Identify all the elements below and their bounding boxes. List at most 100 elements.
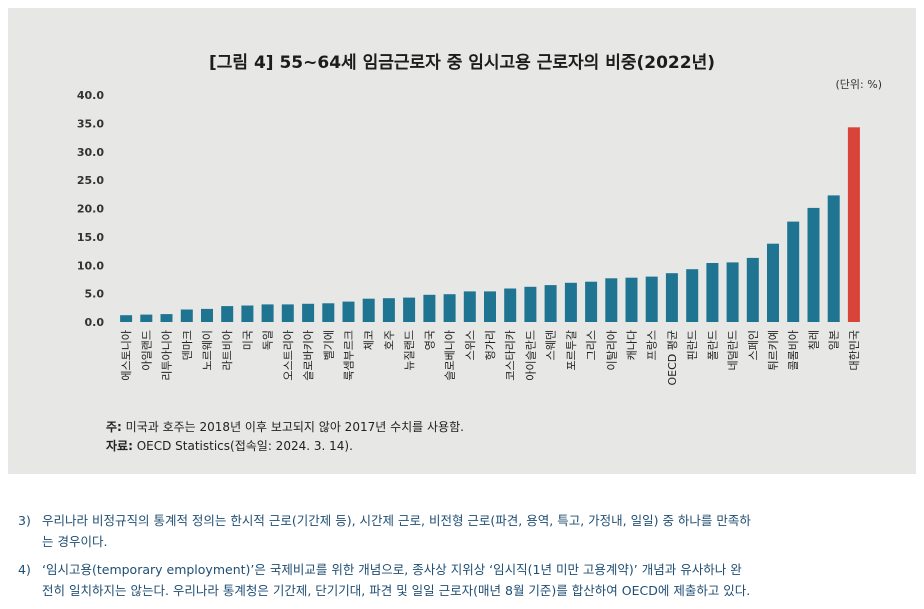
- chart-title: [그림 4] 55~64세 임금근로자 중 임시고용 근로자의 비중(2022년…: [208, 53, 715, 73]
- x-tick-label: 영국: [423, 330, 436, 350]
- y-tick-label: 30.0: [77, 146, 104, 159]
- x-tick-label: 뉴질랜드: [403, 330, 416, 370]
- footnote: 4) ‘임시고용(temporary employment)’은 국제비교를 위…: [18, 559, 778, 601]
- bar: [564, 282, 577, 322]
- x-tick-label: 스위스: [464, 330, 477, 360]
- bar: [160, 314, 173, 322]
- bar: [221, 306, 234, 322]
- bar: [625, 277, 638, 322]
- bar: [504, 288, 517, 322]
- bar: [807, 207, 820, 322]
- source-lead: 자료:: [106, 439, 133, 453]
- figure-panel: [그림 4] 55~64세 임금근로자 중 임시고용 근로자의 비중(2022년…: [8, 8, 916, 474]
- y-axis: 0.0 5.0 10.0 15.0 20.0 25.0 30.0 35.0 40.0: [77, 89, 104, 329]
- footnote-line: 는 경우이다.: [42, 534, 108, 549]
- bar: [665, 273, 678, 322]
- footnote-number: 3): [18, 513, 31, 528]
- x-tick-label: 슬로바키아: [302, 330, 315, 381]
- x-tick-label: 스페인: [747, 330, 760, 360]
- bar-highlighted: [847, 127, 860, 322]
- footnote-line: 전히 일치하지는 않는다. 우리나라 통계청은 기간제, 단기기대, 파견 및 …: [42, 583, 751, 598]
- x-tick-label: 콜롬비아: [787, 330, 800, 370]
- unit-label: (단위: %): [835, 78, 882, 91]
- note-line: 주: 미국과 호주는 2018년 이후 보고되지 않아 2017년 수치를 사용…: [106, 418, 464, 437]
- x-tick-label: OECD 평균: [666, 330, 679, 386]
- footnote-number: 4): [18, 562, 31, 577]
- source-line: 자료: OECD Statistics(접속일: 2024. 3. 14).: [106, 437, 464, 456]
- x-tick-label: 포르투갈: [564, 330, 578, 370]
- bar: [382, 298, 395, 322]
- x-tick-label: 룩셈부르크: [343, 330, 356, 381]
- y-tick-label: 40.0: [77, 89, 104, 102]
- bar: [322, 303, 335, 322]
- bar: [403, 297, 416, 322]
- x-tick-label: 리투아니아: [161, 330, 174, 381]
- bar: [746, 257, 759, 322]
- bar: [120, 315, 133, 322]
- footnotes: 3) 우리나라 비정규직의 통계적 정의는 한시적 근로(기간제 등), 시간제…: [18, 510, 778, 608]
- bar: [605, 278, 618, 322]
- x-tick-label: 아일랜드: [139, 330, 153, 370]
- bar: [726, 262, 739, 322]
- x-tick-label: 칠레: [808, 330, 821, 350]
- bar: [180, 309, 193, 322]
- source-text: OECD Statistics(접속일: 2024. 3. 14).: [132, 439, 353, 453]
- x-tick-label: 체코: [363, 330, 376, 350]
- bar: [787, 221, 800, 322]
- bar-series: [120, 127, 860, 322]
- y-tick-label: 0.0: [85, 316, 105, 329]
- bar: [767, 243, 779, 322]
- bar: [281, 304, 294, 322]
- note-lead: 주:: [106, 420, 122, 434]
- footnote: 3) 우리나라 비정규직의 통계적 정의는 한시적 근로(기간제 등), 시간제…: [18, 510, 778, 552]
- figure-notes: 주: 미국과 호주는 2018년 이후 보고되지 않아 2017년 수치를 사용…: [106, 418, 464, 456]
- bar: [140, 314, 153, 322]
- x-tick-label: 에스토니아: [120, 330, 133, 381]
- bar: [443, 294, 456, 322]
- x-tick-label: 미국: [241, 330, 254, 350]
- x-tick-label: 일본: [827, 330, 841, 350]
- x-tick-label: 노르웨이: [201, 330, 214, 370]
- x-tick-label: 스웨덴: [545, 330, 558, 360]
- x-tick-label: 오스트리아: [282, 330, 295, 381]
- y-tick-label: 35.0: [77, 117, 104, 130]
- bar: [645, 276, 658, 322]
- y-tick-label: 5.0: [85, 288, 105, 301]
- bar: [302, 303, 315, 322]
- bar: [201, 308, 213, 322]
- bar: [544, 285, 557, 322]
- bar: [261, 304, 274, 322]
- x-tick-label: 캐나다: [626, 330, 639, 360]
- footnote-line: ‘임시고용(temporary employment)’은 국제비교를 위한 개…: [42, 562, 742, 577]
- note-text: 미국과 호주는 2018년 이후 보고되지 않아 2017년 수치를 사용함.: [121, 420, 464, 434]
- x-tick-label: 독일: [261, 330, 275, 350]
- x-tick-label: 그리스: [585, 330, 598, 360]
- bar: [423, 294, 436, 322]
- x-tick-label: 이탈리아: [605, 330, 618, 370]
- x-tick-label: 튀르키예: [767, 330, 780, 370]
- bar: [524, 286, 537, 322]
- bar: [706, 263, 719, 322]
- x-tick-label: 헝가리: [484, 330, 497, 360]
- x-tick-label: 네덜란드: [727, 330, 740, 370]
- bar-chart: 0.0 5.0 10.0 15.0 20.0 25.0 30.0 35.0 40.0 에스토니아…: [77, 89, 861, 386]
- x-tick-label: 대한민국: [848, 330, 861, 370]
- x-tick-label: 호주: [383, 330, 396, 350]
- x-tick-label: 덴마크: [181, 330, 194, 360]
- y-tick-label: 15.0: [77, 231, 104, 244]
- x-tick-label: 아이슬란드: [524, 330, 537, 381]
- y-tick-label: 20.0: [77, 203, 104, 216]
- y-tick-label: 10.0: [77, 259, 104, 272]
- x-tick-label: 폴란드: [706, 330, 719, 360]
- y-tick-label: 25.0: [77, 174, 104, 187]
- x-tick-label: 코스타리카: [504, 330, 517, 381]
- x-tick-label: 슬로베니아: [444, 330, 457, 381]
- bar: [342, 301, 355, 322]
- x-tick-label: 프랑스: [646, 330, 659, 360]
- bar: [362, 298, 375, 322]
- footnote-line: 우리나라 비정규직의 통계적 정의는 한시적 근로(기간제 등), 시간제 근로…: [42, 513, 751, 528]
- x-tick-label: 핀란드: [686, 330, 699, 360]
- x-tick-label: 라트비아: [221, 330, 234, 370]
- x-tick-label: 벨기에: [322, 330, 335, 360]
- x-axis: 에스토니아 아일랜드 리투아니아 덴마크 노르웨이 라트비아 미국 독일 오스트리아 슬로바키아 벨…: [120, 330, 861, 386]
